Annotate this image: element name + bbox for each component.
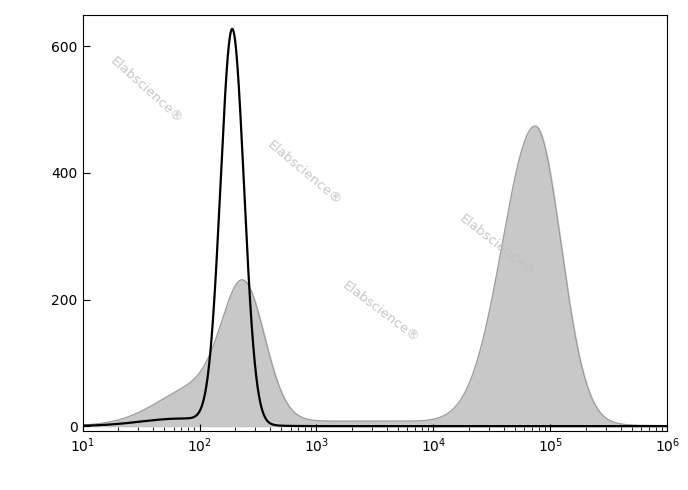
Text: Elabscience®: Elabscience® xyxy=(266,138,344,208)
Text: Elabscience®: Elabscience® xyxy=(108,55,186,126)
Text: Elabscience®: Elabscience® xyxy=(340,279,422,345)
Text: Elabscience®: Elabscience® xyxy=(458,212,538,279)
